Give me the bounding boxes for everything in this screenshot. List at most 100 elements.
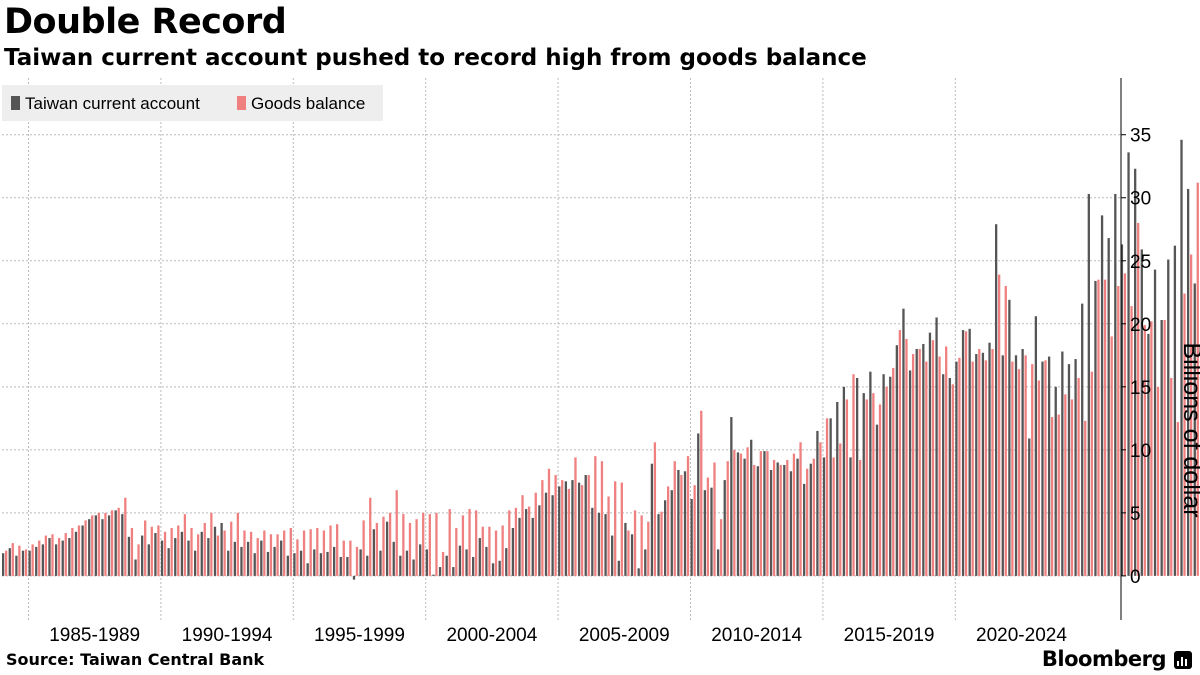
bar-goods-balance — [772, 459, 776, 576]
bar-goods-balance — [216, 535, 220, 576]
bar-goods-balance — [144, 520, 147, 576]
bar-current-account — [193, 550, 197, 576]
bar-goods-balance — [11, 543, 14, 576]
bar-goods-balance — [819, 442, 822, 576]
bar-goods-balance — [1123, 273, 1127, 576]
bar-goods-balance — [812, 458, 815, 576]
bar-goods-balance — [534, 492, 537, 576]
y-tick-label: 35 — [1130, 126, 1151, 147]
bar-current-account — [882, 374, 885, 576]
bar-current-account — [266, 551, 270, 576]
bar-current-account — [405, 550, 409, 576]
bar-goods-balance — [991, 349, 994, 576]
bar-current-account — [961, 330, 965, 576]
bar-goods-balance — [1004, 285, 1007, 576]
bloomberg-terminal-icon — [1174, 651, 1192, 669]
legend-swatch-current-account — [11, 96, 20, 110]
bar-goods-balance — [64, 533, 67, 576]
bar-current-account — [253, 553, 256, 576]
bar-current-account — [28, 550, 31, 576]
bar-current-account — [2, 553, 5, 576]
bar-goods-balance — [964, 331, 968, 576]
bar-current-account — [452, 567, 455, 576]
bar-goods-balance — [336, 524, 339, 576]
bar-current-account — [399, 555, 402, 576]
bar-goods-balance — [104, 512, 107, 576]
bar-current-account — [611, 535, 614, 576]
bar-current-account — [1114, 193, 1117, 576]
bar-current-account — [359, 549, 362, 576]
bar-current-account — [1147, 333, 1150, 576]
bar-current-account — [558, 486, 561, 576]
bar-goods-balance — [792, 453, 796, 576]
bar-current-account — [346, 556, 349, 576]
chart-subtitle: Taiwan current account pushed to record … — [4, 45, 867, 71]
bar-goods-balance — [653, 442, 657, 576]
bar-goods-balance — [1183, 293, 1186, 576]
bar-current-account — [789, 471, 793, 576]
bar-current-account — [313, 549, 316, 576]
bar-goods-balance — [494, 530, 498, 576]
bar-current-account — [942, 374, 945, 576]
bar-current-account — [922, 343, 925, 576]
bar-goods-balance — [978, 349, 981, 576]
bar-goods-balance — [951, 384, 954, 576]
bar-current-account — [180, 531, 184, 576]
bar-current-account — [796, 458, 799, 576]
bar-goods-balance — [514, 507, 518, 576]
bar-goods-balance — [289, 527, 292, 576]
bar-goods-balance — [1130, 306, 1133, 576]
x-tick-label: 2005-2009 — [579, 625, 670, 646]
bar-current-account — [1001, 355, 1004, 576]
bar-goods-balance — [256, 538, 259, 576]
bar-goods-balance — [806, 468, 809, 576]
chart-title: Double Record — [4, 2, 287, 42]
bar-current-account — [412, 559, 415, 576]
bar-current-account — [683, 471, 687, 576]
bar-goods-balance — [369, 497, 372, 576]
bar-goods-balance — [137, 544, 140, 576]
bar-goods-balance — [435, 512, 438, 576]
bar-goods-balance — [600, 461, 604, 576]
bar-current-account — [61, 540, 64, 576]
bar-current-account — [637, 568, 640, 576]
bar-goods-balance — [1044, 360, 1047, 576]
bar-current-account — [160, 540, 164, 576]
bar-goods-balance — [269, 534, 273, 576]
bar-current-account — [339, 556, 342, 576]
bar-goods-balance — [249, 531, 253, 576]
bar-current-account — [147, 544, 150, 576]
bar-current-account — [1028, 438, 1031, 576]
bar-current-account — [829, 418, 832, 576]
bar-current-account — [41, 544, 45, 576]
bar-current-account — [54, 544, 58, 576]
bar-goods-balance — [1170, 377, 1173, 576]
bar-current-account — [141, 535, 144, 576]
bar-current-account — [1120, 244, 1124, 576]
bar-goods-balance — [852, 374, 855, 576]
bar-current-account — [432, 574, 435, 576]
bar-goods-balance — [157, 525, 160, 576]
bar-current-account — [842, 386, 846, 576]
bar-goods-balance — [885, 386, 888, 576]
bar-goods-balance — [984, 360, 988, 576]
bar-current-account — [988, 342, 991, 576]
x-tick-label: 2000-2004 — [446, 625, 537, 646]
bar-goods-balance — [1064, 394, 1067, 576]
bar-goods-balance — [693, 485, 696, 576]
bar-goods-balance — [110, 510, 114, 576]
bar-goods-balance — [580, 485, 584, 576]
bar-goods-balance — [18, 545, 21, 576]
bar-current-account — [366, 555, 369, 576]
bar-goods-balance — [1090, 371, 1093, 576]
bar-goods-balance — [1189, 254, 1193, 576]
bar-goods-balance — [1057, 414, 1060, 576]
bar-current-account — [15, 555, 18, 576]
bar-current-account — [326, 551, 329, 576]
bar-current-account — [273, 546, 276, 576]
bar-current-account — [1074, 359, 1077, 576]
bar-goods-balance — [395, 490, 398, 576]
bar-current-account — [1067, 364, 1071, 576]
bar-current-account — [1041, 361, 1044, 576]
bar-current-account — [280, 540, 283, 576]
